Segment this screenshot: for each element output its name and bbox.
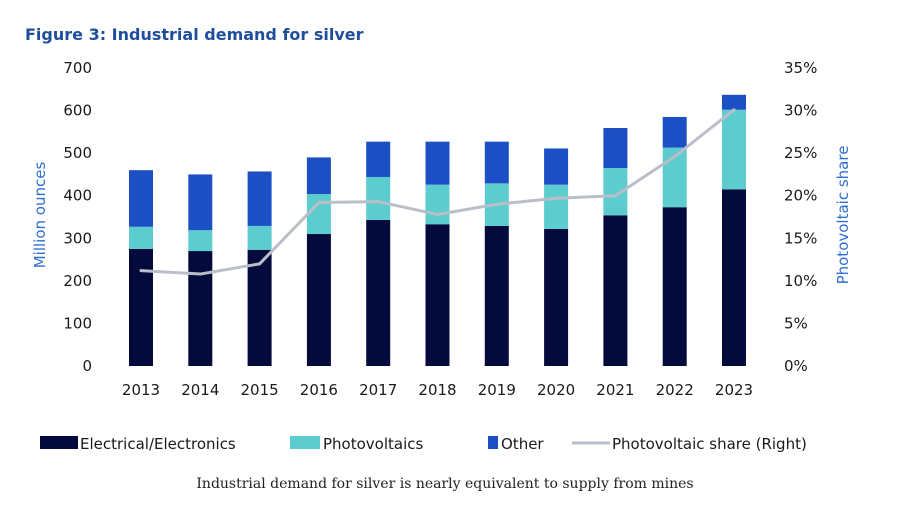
bar-electrical-electronics-2021 [603, 215, 628, 366]
chart-title: Figure 3: Industrial demand for silver [25, 25, 364, 44]
line-point-2018 [436, 212, 439, 216]
line-point-2019 [495, 202, 499, 206]
x-tick-label: 2016 [300, 381, 338, 399]
y-tick-label: 200 [63, 272, 92, 290]
bar-other-2013 [129, 170, 153, 227]
x-tick-label: 2020 [537, 381, 575, 399]
y-tick-label: 700 [63, 59, 92, 77]
y2-axis-label: Photovoltaic share [834, 146, 852, 285]
line-point-2020 [554, 196, 558, 200]
line-point-2015 [258, 262, 262, 266]
y-tick-label: 0 [82, 357, 92, 375]
chart-caption: Industrial demand for silver is nearly e… [196, 476, 693, 492]
y2-tick-label: 10% [784, 272, 817, 290]
bar-electrical-electronics-2020 [544, 228, 569, 366]
y-tick-label: 100 [63, 314, 92, 332]
x-tick-label: 2017 [359, 381, 397, 399]
legend-label-1: Photovoltaics [323, 435, 423, 453]
bar-electrical-electronics-2014 [188, 251, 213, 366]
bar-electrical-electronics-2017 [366, 219, 391, 366]
y-tick-label: 300 [63, 229, 92, 247]
y2-tick-label: 25% [784, 144, 817, 162]
bar-other-2015 [247, 171, 272, 226]
legend-label-0: Electrical/Electronics [80, 435, 236, 453]
y2-tick-label: 0% [784, 357, 808, 375]
bar-other-2017 [366, 141, 391, 177]
legend-label-2: Other [501, 435, 544, 453]
bar-electrical-electronics-2018 [425, 224, 450, 366]
bar-photovoltaics-2013 [129, 226, 153, 249]
bar-other-2016 [306, 157, 331, 195]
bar-other-2023 [722, 94, 746, 110]
legend: Electrical/Electronics Photovoltaics Other… [40, 435, 807, 453]
legend-swatch-2 [488, 436, 498, 449]
legend-swatch-1 [290, 436, 320, 449]
line-point-2014 [198, 272, 202, 276]
x-tick-label: 2019 [478, 381, 516, 399]
x-tick-label: 2013 [122, 381, 160, 399]
line-point-2023 [732, 108, 736, 112]
bar-photovoltaics-2014 [188, 230, 213, 252]
y2-tick-label: 20% [784, 187, 817, 205]
bar-electrical-electronics-2013 [129, 248, 153, 366]
legend-label-line: Photovoltaic share (Right) [612, 435, 807, 453]
bar-other-2020 [544, 148, 569, 185]
x-tick-label: 2018 [418, 381, 456, 399]
bar-electrical-electronics-2016 [306, 234, 331, 366]
bar-photovoltaics-2015 [247, 225, 272, 250]
y2-tick-label: 5% [784, 314, 808, 332]
x-tick-label: 2015 [241, 381, 279, 399]
y2-tick-label: 35% [784, 59, 817, 77]
bar-other-2021 [603, 128, 628, 169]
line-point-2013 [139, 269, 143, 273]
legend-swatch-0 [40, 436, 78, 449]
line-point-2017 [376, 200, 380, 204]
bar-other-2022 [662, 116, 687, 148]
line-point-2021 [613, 194, 617, 198]
bar-other-2019 [484, 141, 509, 184]
bar-electrical-electronics-2019 [484, 225, 509, 366]
bar-photovoltaics-2017 [366, 176, 391, 220]
bar-other-2014 [188, 174, 213, 231]
bar-electrical-electronics-2023 [722, 189, 746, 366]
y2-tick-label: 15% [784, 229, 817, 247]
bar-photovoltaics-2016 [306, 194, 331, 235]
x-tick-label: 2022 [656, 381, 694, 399]
line-point-2016 [317, 201, 321, 205]
x-tick-label: 2021 [596, 381, 634, 399]
y-tick-label: 500 [63, 144, 92, 162]
bar-other-2018 [425, 141, 450, 185]
bar-electrical-electronics-2022 [662, 207, 687, 366]
bar-electrical-electronics-2015 [247, 249, 272, 366]
y-tick-label: 400 [63, 187, 92, 205]
bar-photovoltaics-2018 [425, 184, 450, 225]
y2-tick-label: 30% [784, 102, 817, 120]
bar-photovoltaics-2020 [544, 184, 569, 229]
x-tick-label: 2023 [715, 381, 753, 399]
bar-photovoltaics-2023 [722, 109, 746, 190]
y-axis-label: Million ounces [31, 162, 49, 269]
y-tick-label: 600 [63, 102, 92, 120]
x-tick-label: 2014 [181, 381, 219, 399]
line-point-2022 [673, 155, 677, 159]
